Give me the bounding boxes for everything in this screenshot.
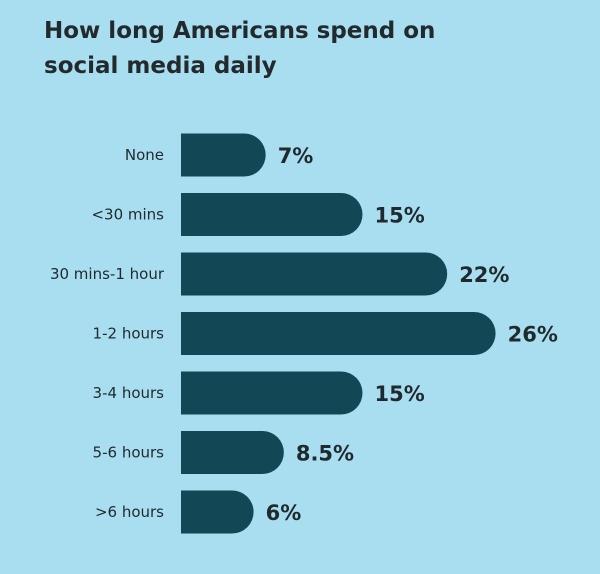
bar (181, 431, 284, 474)
bar (181, 133, 266, 177)
value-label: 6% (266, 501, 302, 525)
value-label: 15% (375, 382, 425, 406)
value-label: 22% (459, 263, 509, 287)
bar (181, 490, 254, 534)
bar (181, 252, 448, 296)
value-label: 26% (508, 323, 558, 347)
category-label: None (125, 146, 164, 164)
bar (181, 371, 363, 415)
value-label: 7% (278, 144, 314, 168)
category-label: 5-6 hours (93, 444, 165, 462)
chart-title: How long Americans spend on social media… (44, 18, 436, 79)
category-label: >6 hours (95, 503, 164, 521)
value-label: 8.5% (296, 442, 354, 466)
category-label: 30 mins-1 hour (50, 265, 165, 283)
category-label: 3-4 hours (93, 384, 165, 402)
bar (181, 312, 496, 355)
value-label: 15% (375, 204, 425, 228)
category-label: <30 mins (91, 206, 164, 224)
category-label: 1-2 hours (93, 325, 165, 343)
bar (181, 193, 363, 236)
